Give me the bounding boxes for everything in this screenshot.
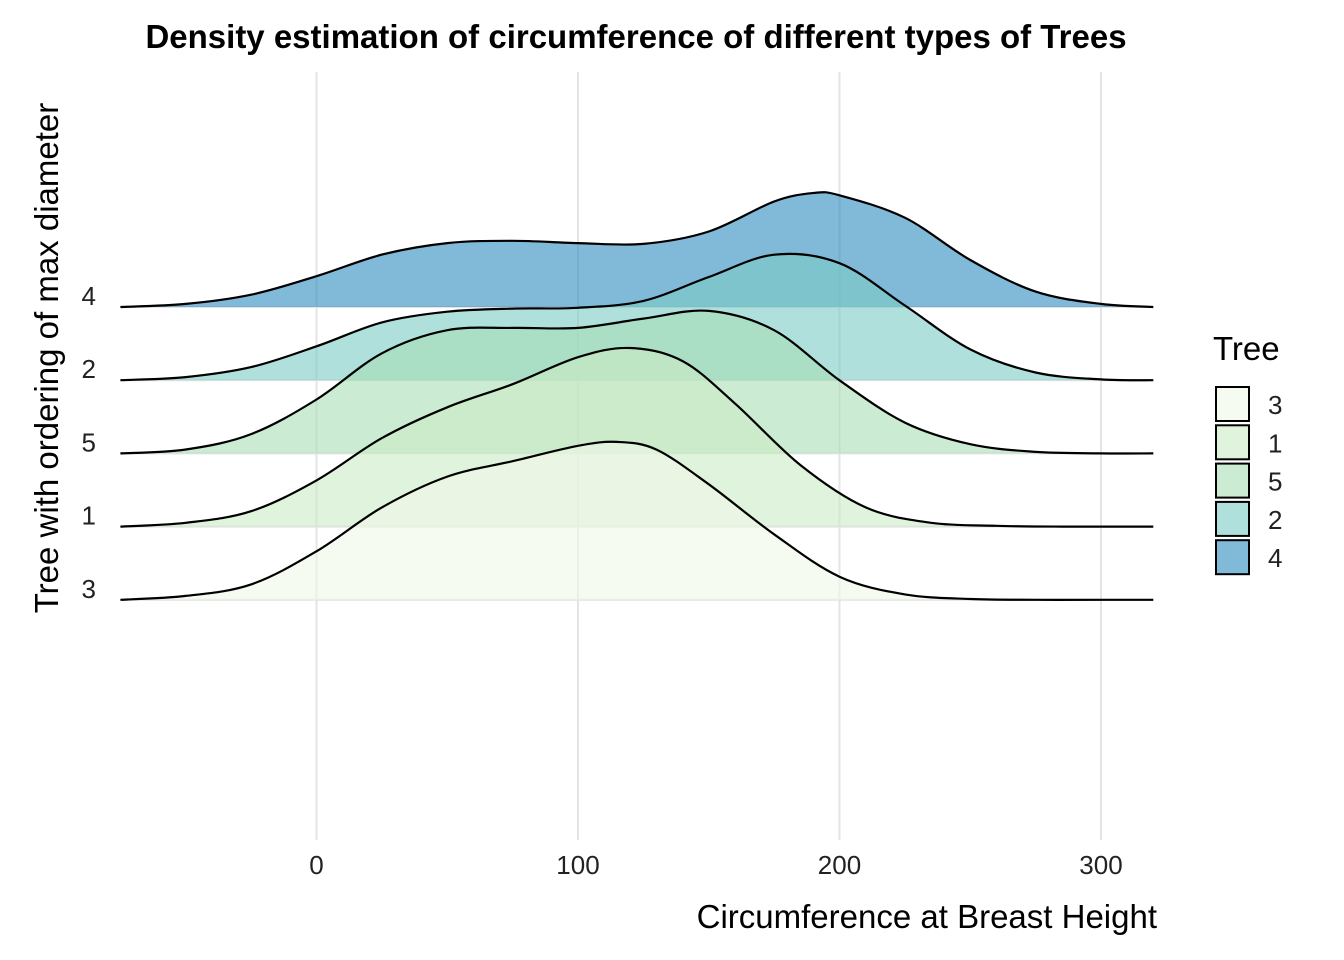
legend-swatch — [1215, 424, 1250, 461]
legend-label: 4 — [1268, 543, 1282, 573]
ridge-area — [120, 441, 1154, 600]
x-axis-title: Circumference at Breast Height — [697, 898, 1157, 935]
y-tick-label: 3 — [82, 574, 96, 604]
ridge-area — [120, 347, 1154, 527]
legend-label: 2 — [1268, 505, 1282, 535]
legend-items: 3 1 5 2 4 — [1215, 386, 1282, 576]
ridge-outline — [120, 346, 1154, 528]
legend-swatch — [1215, 462, 1250, 499]
legend-label: 3 — [1268, 390, 1282, 420]
legend-item-3: 3 — [1215, 386, 1282, 422]
x-tick-label: 0 — [309, 850, 323, 880]
x-tick-label: 200 — [818, 850, 861, 880]
legend: Tree 3 1 5 2 4 — [1213, 330, 1282, 576]
legend-label: 5 — [1268, 467, 1282, 497]
y-axis-title: Tree with ordering of max diameter — [28, 103, 65, 614]
y-tick-label: 2 — [82, 354, 96, 384]
legend-item-2: 2 — [1215, 500, 1282, 537]
legend-item-1: 1 — [1215, 424, 1282, 461]
density-ridges — [120, 191, 1154, 601]
y-tick-label: 1 — [82, 501, 96, 531]
ridge-area — [120, 253, 1154, 381]
ridge-outline — [120, 440, 1154, 601]
ridge-tree-4 — [120, 191, 1154, 309]
legend-swatch — [1215, 500, 1250, 537]
legend-swatch — [1215, 539, 1250, 576]
ridge-outline — [120, 252, 1154, 382]
y-tick-label: 4 — [82, 281, 96, 311]
ridge-outline — [120, 309, 1154, 455]
ridge-tree-3 — [120, 440, 1154, 601]
ridge-outline — [120, 191, 1154, 309]
x-tick-labels: 0 100 200 300 — [309, 850, 1122, 880]
ridge-area — [120, 192, 1154, 307]
legend-swatch — [1215, 386, 1250, 422]
legend-label: 1 — [1268, 428, 1282, 458]
chart-title: Density estimation of circumference of d… — [145, 18, 1126, 55]
x-tick-label: 300 — [1079, 850, 1122, 880]
x-tick-label: 100 — [556, 850, 599, 880]
legend-item-4: 4 — [1215, 539, 1282, 576]
y-tick-labels: 3 1 5 2 4 — [82, 281, 96, 604]
legend-item-5: 5 — [1215, 462, 1282, 499]
legend-title: Tree — [1213, 330, 1280, 367]
y-tick-label: 5 — [82, 427, 96, 457]
